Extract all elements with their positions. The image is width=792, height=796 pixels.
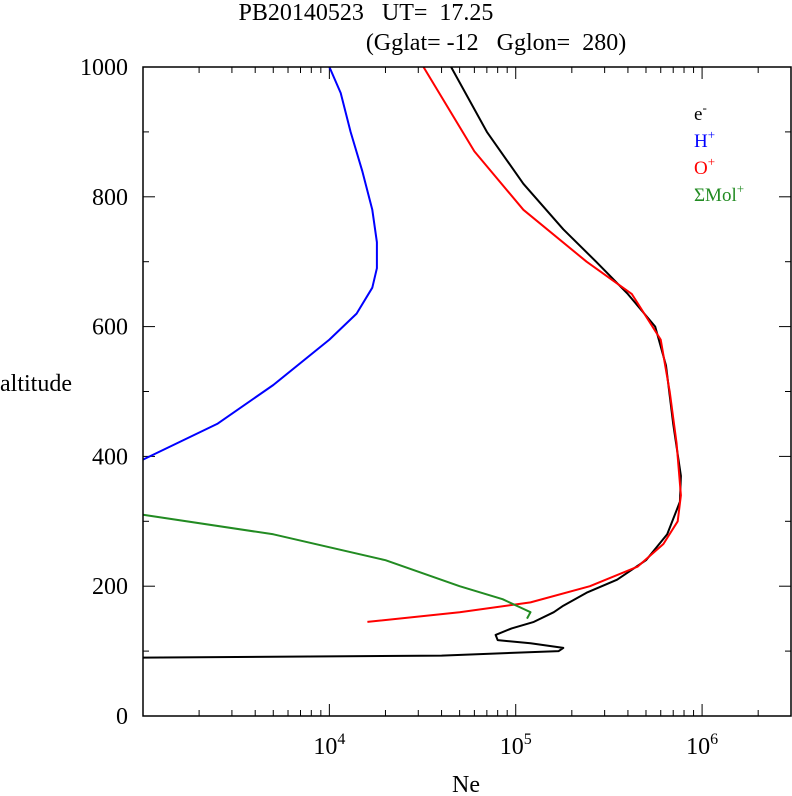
series-line: [142, 66, 378, 461]
x-tick-label: 104: [313, 731, 345, 760]
y-tick-label: 200: [92, 574, 128, 600]
chart-title-line1: PB20140523 UT= 17.25: [238, 0, 494, 26]
legend: e-H+O+ΣMol+: [694, 100, 744, 206]
series-line: [367, 66, 682, 623]
x-tick-label: 106: [686, 731, 718, 760]
y-tick-label: 600: [92, 315, 128, 341]
y-axis-title: altitude: [0, 371, 72, 397]
legend-entry: H+: [694, 127, 715, 152]
series-line: [142, 513, 532, 620]
series-group: [142, 66, 682, 659]
y-tick-label: 400: [92, 444, 128, 470]
y-tick-label: 0: [116, 704, 128, 730]
y-tick-label: 1000: [80, 55, 128, 81]
tick-labels: 0 200 400 600 800 1000 104 105 106 Ne altitude: [0, 55, 718, 796]
legend-entry: e-: [694, 100, 707, 125]
x-tick-label: 105: [500, 731, 532, 760]
legend-entry: O+: [694, 154, 715, 179]
plot-frame: [142, 66, 792, 717]
x-axis-title: Ne: [452, 772, 480, 796]
y-tick-label: 800: [92, 185, 128, 211]
legend-entry: ΣMol+: [694, 181, 744, 206]
chart-title-line2: (Gglat= -12 Gglon= 280): [365, 30, 627, 56]
